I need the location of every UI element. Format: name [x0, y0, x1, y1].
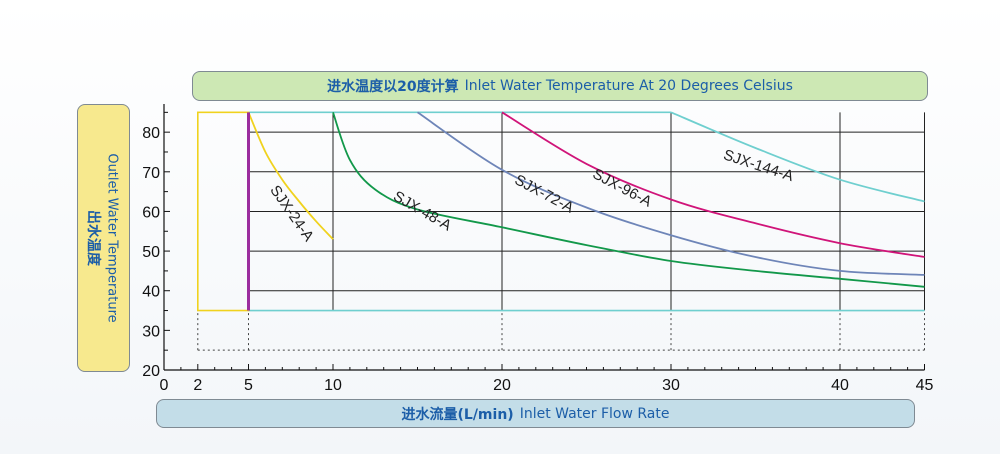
y-tick-label: 80: [142, 125, 160, 142]
chart-title-en: Inlet Water Temperature At 20 Degrees Ce…: [464, 78, 793, 94]
curve-sjx-72-a: [416, 111, 925, 276]
y-tick-label: 70: [142, 165, 160, 182]
curve-sjx-24-a: [247, 111, 334, 240]
y-tick-label: 40: [142, 284, 160, 301]
y-tick-label: 50: [142, 244, 160, 261]
curve-sjx-96-a: [501, 111, 925, 258]
top-title-banner: 进水温度以20度计算 Inlet Water Temperature At 20…: [192, 71, 928, 101]
x-axis-label-banner: 进水流量(L/min) Inlet Water Flow Rate: [156, 399, 915, 428]
x-axis-label-zh: 进水流量(L/min): [401, 406, 514, 423]
x-tick-label: 30: [662, 377, 680, 394]
label-sjx-72-a: SJX-72-A: [512, 171, 577, 216]
x-tick-label: 40: [831, 377, 849, 394]
x-tick-label: 5: [244, 377, 253, 394]
y-axis-label-banner: 出水温度 Outlet Water Temperature: [77, 104, 130, 372]
x-tick-label: 10: [324, 377, 342, 394]
label-sjx-144-a: SJX-144-A: [721, 146, 795, 185]
curve-sjx-48-a: [332, 112, 925, 288]
curve-sjx-144-a: [670, 111, 925, 203]
x-tick-label: 20: [493, 377, 511, 394]
x-tick-label: 45: [916, 377, 934, 394]
chart-title-zh: 进水温度以20度计算: [327, 79, 459, 95]
y-tick-label: 20: [142, 363, 160, 380]
x-axis-label-en: Inlet Water Flow Rate: [519, 405, 670, 422]
x-tick-label: 0: [160, 377, 169, 394]
yellow-range-box: [197, 111, 250, 312]
y-tick-label: 30: [142, 323, 160, 340]
x-tick-label: 2: [193, 377, 202, 394]
y-tick-label: 60: [142, 204, 160, 221]
